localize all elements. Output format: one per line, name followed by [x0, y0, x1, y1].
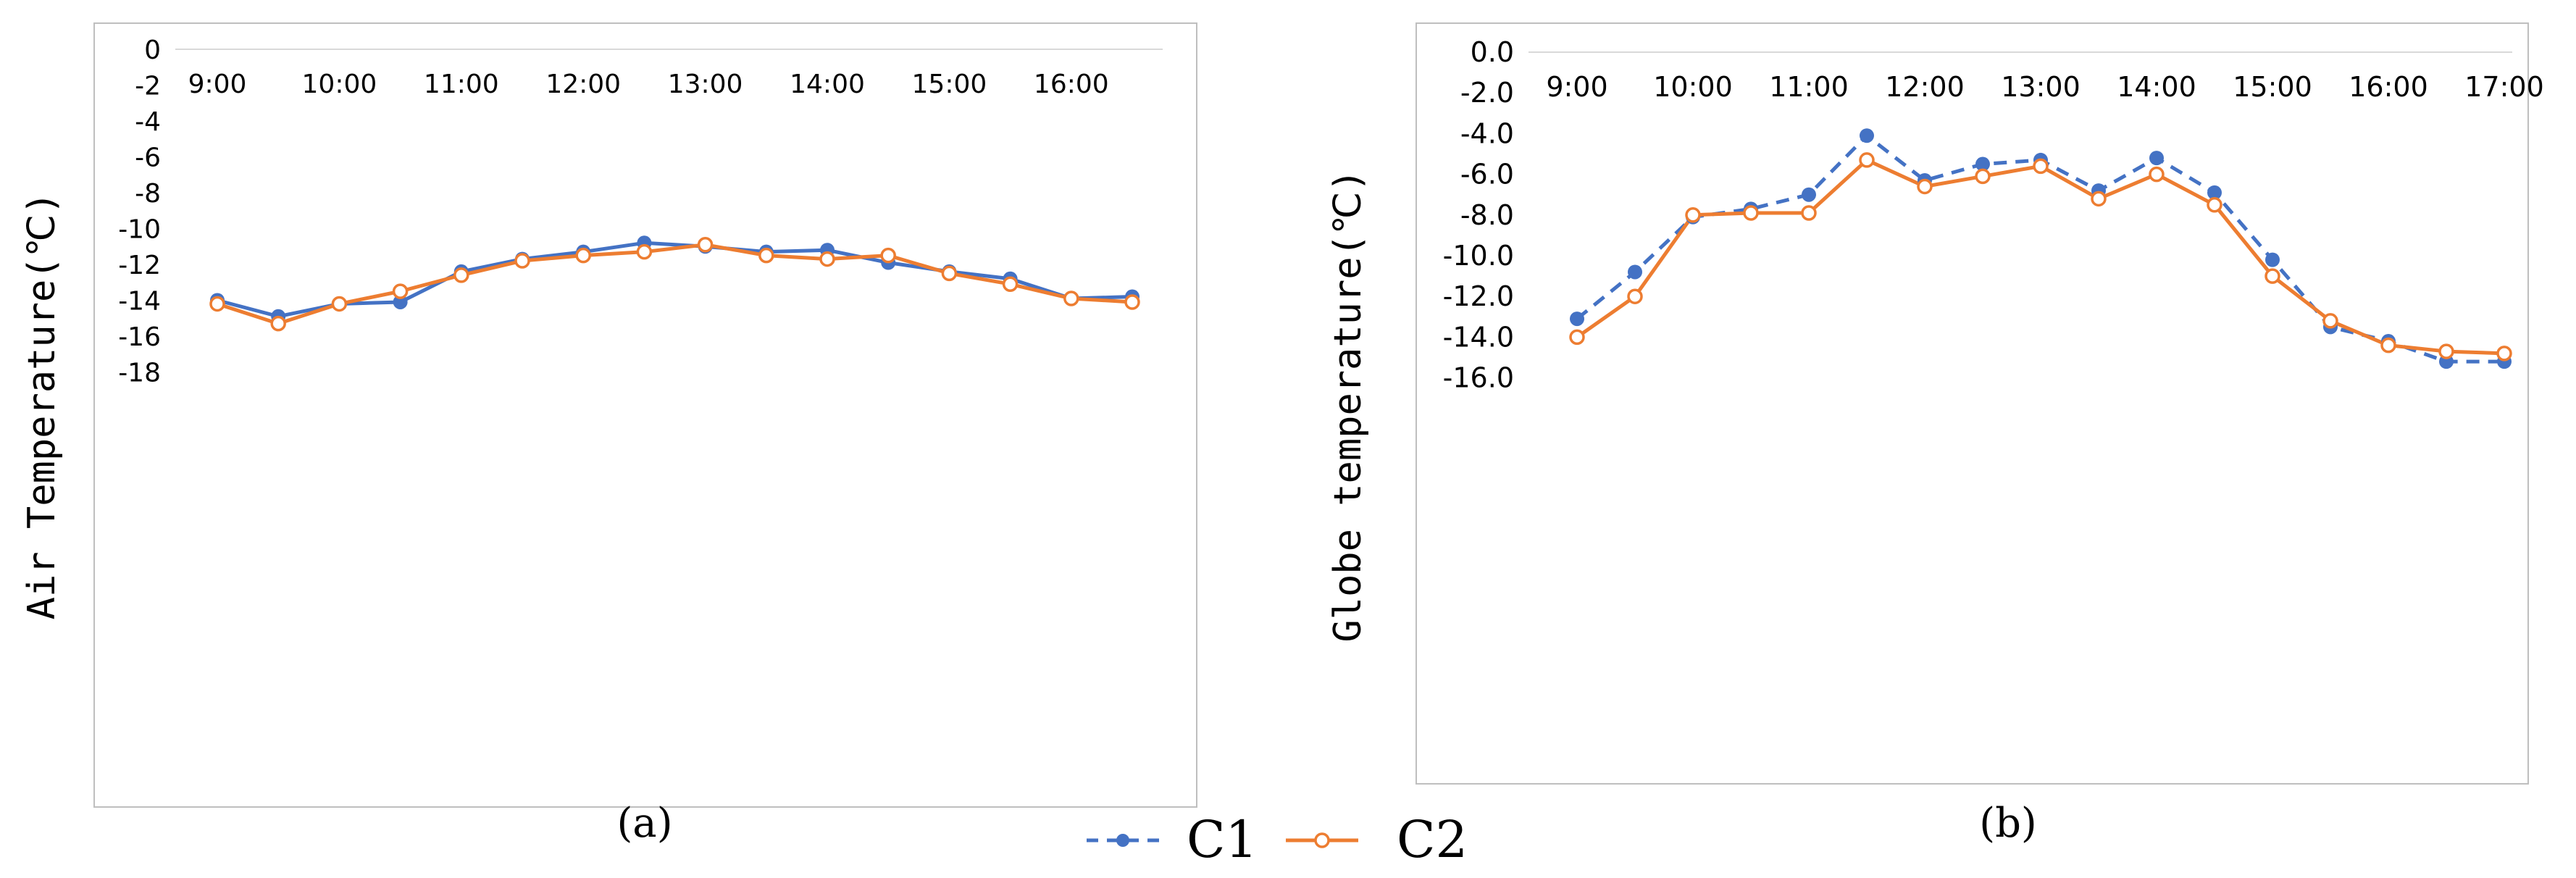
chart-b-ytick-label: -6.0 [1460, 159, 1514, 191]
chart-b-ytick-label: -8.0 [1460, 199, 1514, 231]
chart-b-ytick-label: -14.0 [1443, 321, 1514, 353]
chart-b-series-c2-point [1685, 207, 1701, 223]
chart-a-series-c2-point [758, 247, 774, 264]
chart-b-ytick-label: -12.0 [1443, 280, 1514, 312]
chart-a-series-c2-point [697, 237, 714, 253]
chart-b-xtick-label: 15:00 [2233, 71, 2312, 103]
chart-a-ytick-label: -2 [135, 72, 161, 101]
chart-a-xtick-label: 12:00 [545, 70, 621, 99]
chart-b-series-c2-point [2033, 158, 2049, 175]
chart-b-series-c1-point [2265, 252, 2280, 267]
chart-b-xtick-label: 9:00 [1546, 71, 1607, 103]
chart-b-ytick-label: -2.0 [1460, 77, 1514, 109]
chart-b-xtick-label: 13:00 [2001, 71, 2081, 103]
chart-b-series-c2-point [1627, 288, 1643, 304]
chart-a-series-c2-line [217, 243, 1133, 326]
chart-a-ytick-label: -8 [135, 179, 161, 209]
chart-b-series-c1-point [1802, 187, 1816, 202]
chart-a-ylabel: Air Temperature(℃) [20, 192, 64, 620]
chart-a-ytick-label: -4 [135, 107, 161, 137]
chart-b-series-c2-point [1569, 329, 1585, 346]
chart-b-series-c2-line [1576, 158, 2505, 356]
chart-b-xtick-label: 11:00 [1769, 71, 1849, 103]
chart-b-series-c2-point [1743, 205, 1759, 221]
chart-b-series-c1-point [1975, 156, 1990, 172]
chart-b-series-c1-point [1628, 264, 1642, 280]
chart-a-series-c2-point [636, 243, 653, 260]
chart-a-ytick-label: -6 [135, 143, 161, 173]
chart-a: 0 -2 -4 -6 -8 -10 -12 -14 -16 -18 9:00 10:00 11:00 12… [20, 22, 1197, 808]
chart-b-ytick-label: 0.0 [1471, 36, 1514, 68]
chart-a-ytick-label: -14 [118, 287, 161, 317]
chart-a-xtick-label: 15:00 [912, 70, 987, 99]
chart-b-xtick-label: 14:00 [2117, 71, 2196, 103]
chart-b-series-c2-point [2091, 191, 2107, 207]
chart-b-series-c2-point [1801, 205, 1817, 221]
chart-a-series-c2-point [392, 283, 409, 299]
chart-a-series-c2-point [331, 296, 348, 312]
chart-b-series-c2-point [1975, 168, 1991, 185]
chart-b-series-c2-point [2149, 166, 2165, 183]
chart-b-series-c2-point [2265, 268, 2280, 284]
legend-c2-label: C2 [1397, 810, 1468, 869]
legend-c1-label: C1 [1187, 810, 1258, 869]
chart-a-series-c1-line [217, 241, 1133, 319]
chart-a-ytick-label: -10 [118, 215, 161, 245]
chart-b-series-c1-point [2207, 185, 2222, 200]
chart-a-series-c2-point [1063, 290, 1079, 306]
chart-b-frame [1415, 22, 2529, 785]
chart-b-ytick-label: -10.0 [1443, 240, 1514, 272]
chart-b-series-c1-point [2149, 151, 2164, 166]
legend-c2-marker [1314, 832, 1330, 848]
chart-a-series-c2-point [880, 247, 896, 264]
chart-a-ytick-label: -16 [118, 322, 161, 352]
caption-b: (b) [1979, 800, 2037, 847]
chart-b-xtick-label: 10:00 [1653, 71, 1733, 103]
chart-a-xtick-label: 10:00 [302, 70, 377, 99]
chart-b-xtick-label: 12:00 [1885, 71, 1965, 103]
chart-b-xtick-label: 16:00 [2349, 71, 2428, 103]
chart-a-frame [93, 22, 1197, 808]
chart-a-series-c2-point [209, 296, 225, 312]
chart-a-xtick-label: 11:00 [424, 70, 499, 99]
chart-b-series-c2-point [2496, 346, 2512, 361]
chart-b-series-c2-point [1859, 152, 1875, 168]
chart-b-series-c1-point [1570, 312, 1584, 327]
chart-b-series-c2-point [2322, 313, 2338, 329]
caption-a: (a) [616, 800, 672, 847]
chart-a-series-c2-point [941, 265, 958, 282]
legend: C1 C2 [1087, 810, 1468, 869]
chart-b-series-c2-point [2438, 343, 2454, 359]
chart-a-ytick-label: -18 [118, 359, 161, 388]
chart-a-series-c2-point [270, 315, 286, 332]
chart-a-series-c2-point [1002, 276, 1019, 292]
chart-a-series-c2-point [1124, 294, 1140, 310]
chart-a-series-c1-point [393, 294, 408, 309]
chart-b-xtick-label: 17:00 [2464, 71, 2544, 103]
chart-a-xtick-label: 16:00 [1034, 70, 1109, 99]
chart-a-ytick-label: -12 [118, 251, 161, 280]
chart-a-xtick-label: 13:00 [668, 70, 743, 99]
chart-a-xtick-label: 14:00 [790, 70, 865, 99]
legend-c1-marker [1116, 834, 1129, 847]
chart-a-series-c2-point [453, 267, 469, 283]
chart-b-series-c2-point [2207, 197, 2222, 213]
chart-b-series-c2-point [1917, 178, 1933, 195]
chart-a-series-c2-point [514, 253, 530, 269]
chart-b: 0.0 -2.0 -4.0 -6.0 -8.0 -10.0 -12.0 -14.0 -16.0 9… [1326, 22, 2544, 785]
chart-b-series-c2-point [2380, 337, 2396, 354]
chart-b-ytick-label: -4.0 [1460, 117, 1514, 149]
chart-b-ylabel: Globe temperature(℃) [1326, 169, 1370, 642]
chart-a-ytick-label: 0 [144, 35, 161, 65]
chart-b-series-c1-point [1860, 128, 1874, 143]
chart-a-xtick-label: 9:00 [188, 70, 247, 99]
chart-a-series-c2-point [575, 247, 591, 264]
chart-a-series-c2-point [819, 251, 835, 267]
chart-b-ytick-label: -16.0 [1443, 362, 1514, 394]
